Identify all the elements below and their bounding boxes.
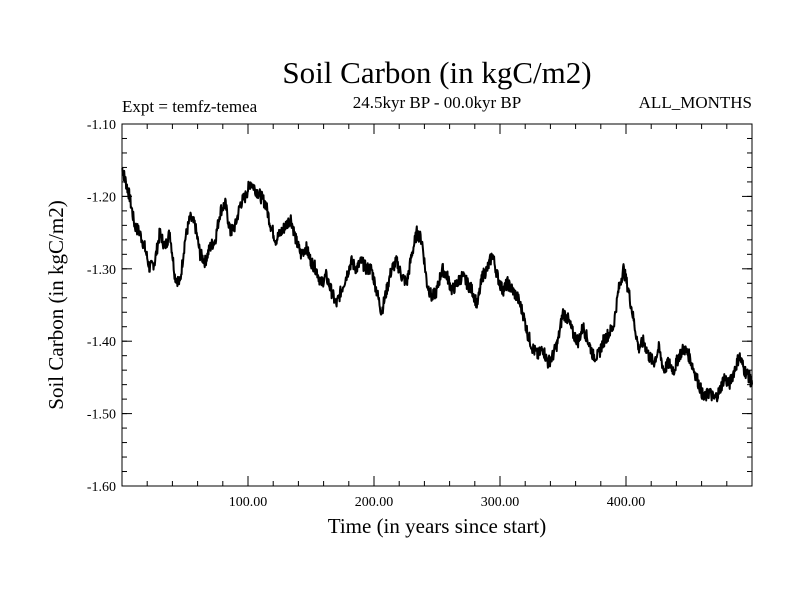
y-axis-ticks xyxy=(122,123,752,487)
y-tick-label: -1.40 xyxy=(87,335,116,350)
x-tick-label: 300.00 xyxy=(481,495,520,510)
x-tick-label: 100.00 xyxy=(229,495,268,510)
y-tick-label: -1.10 xyxy=(87,118,116,133)
months-label: ALL_MONTHS xyxy=(639,93,752,112)
y-tick-label: -1.20 xyxy=(87,190,116,205)
x-tick-label: 400.00 xyxy=(607,495,646,510)
chart-title: Soil Carbon (in kgC/m2) xyxy=(282,55,591,90)
expt-label: Expt = temfz-temea xyxy=(122,97,258,116)
period-subtitle: 24.5kyr BP - 00.0kyr BP xyxy=(353,93,521,112)
x-axis-label: Time (in years since start) xyxy=(328,514,547,538)
y-tick-label: -1.60 xyxy=(87,480,116,495)
y-tick-label: -1.50 xyxy=(87,408,116,423)
x-tick-label: 200.00 xyxy=(355,495,394,510)
x-axis-tick-labels: 100.00 200.00 300.00 400.00 xyxy=(229,495,646,510)
soil-carbon-series-line xyxy=(121,166,753,403)
y-tick-label: -1.30 xyxy=(87,263,116,278)
x-axis-ticks xyxy=(146,124,728,486)
plot-frame xyxy=(121,123,753,487)
y-axis-label: Soil Carbon (in kgC/m2) xyxy=(44,200,68,409)
y-axis-tick-labels: -1.10 -1.20 -1.30 -1.40 -1.50 -1.60 xyxy=(87,118,116,495)
